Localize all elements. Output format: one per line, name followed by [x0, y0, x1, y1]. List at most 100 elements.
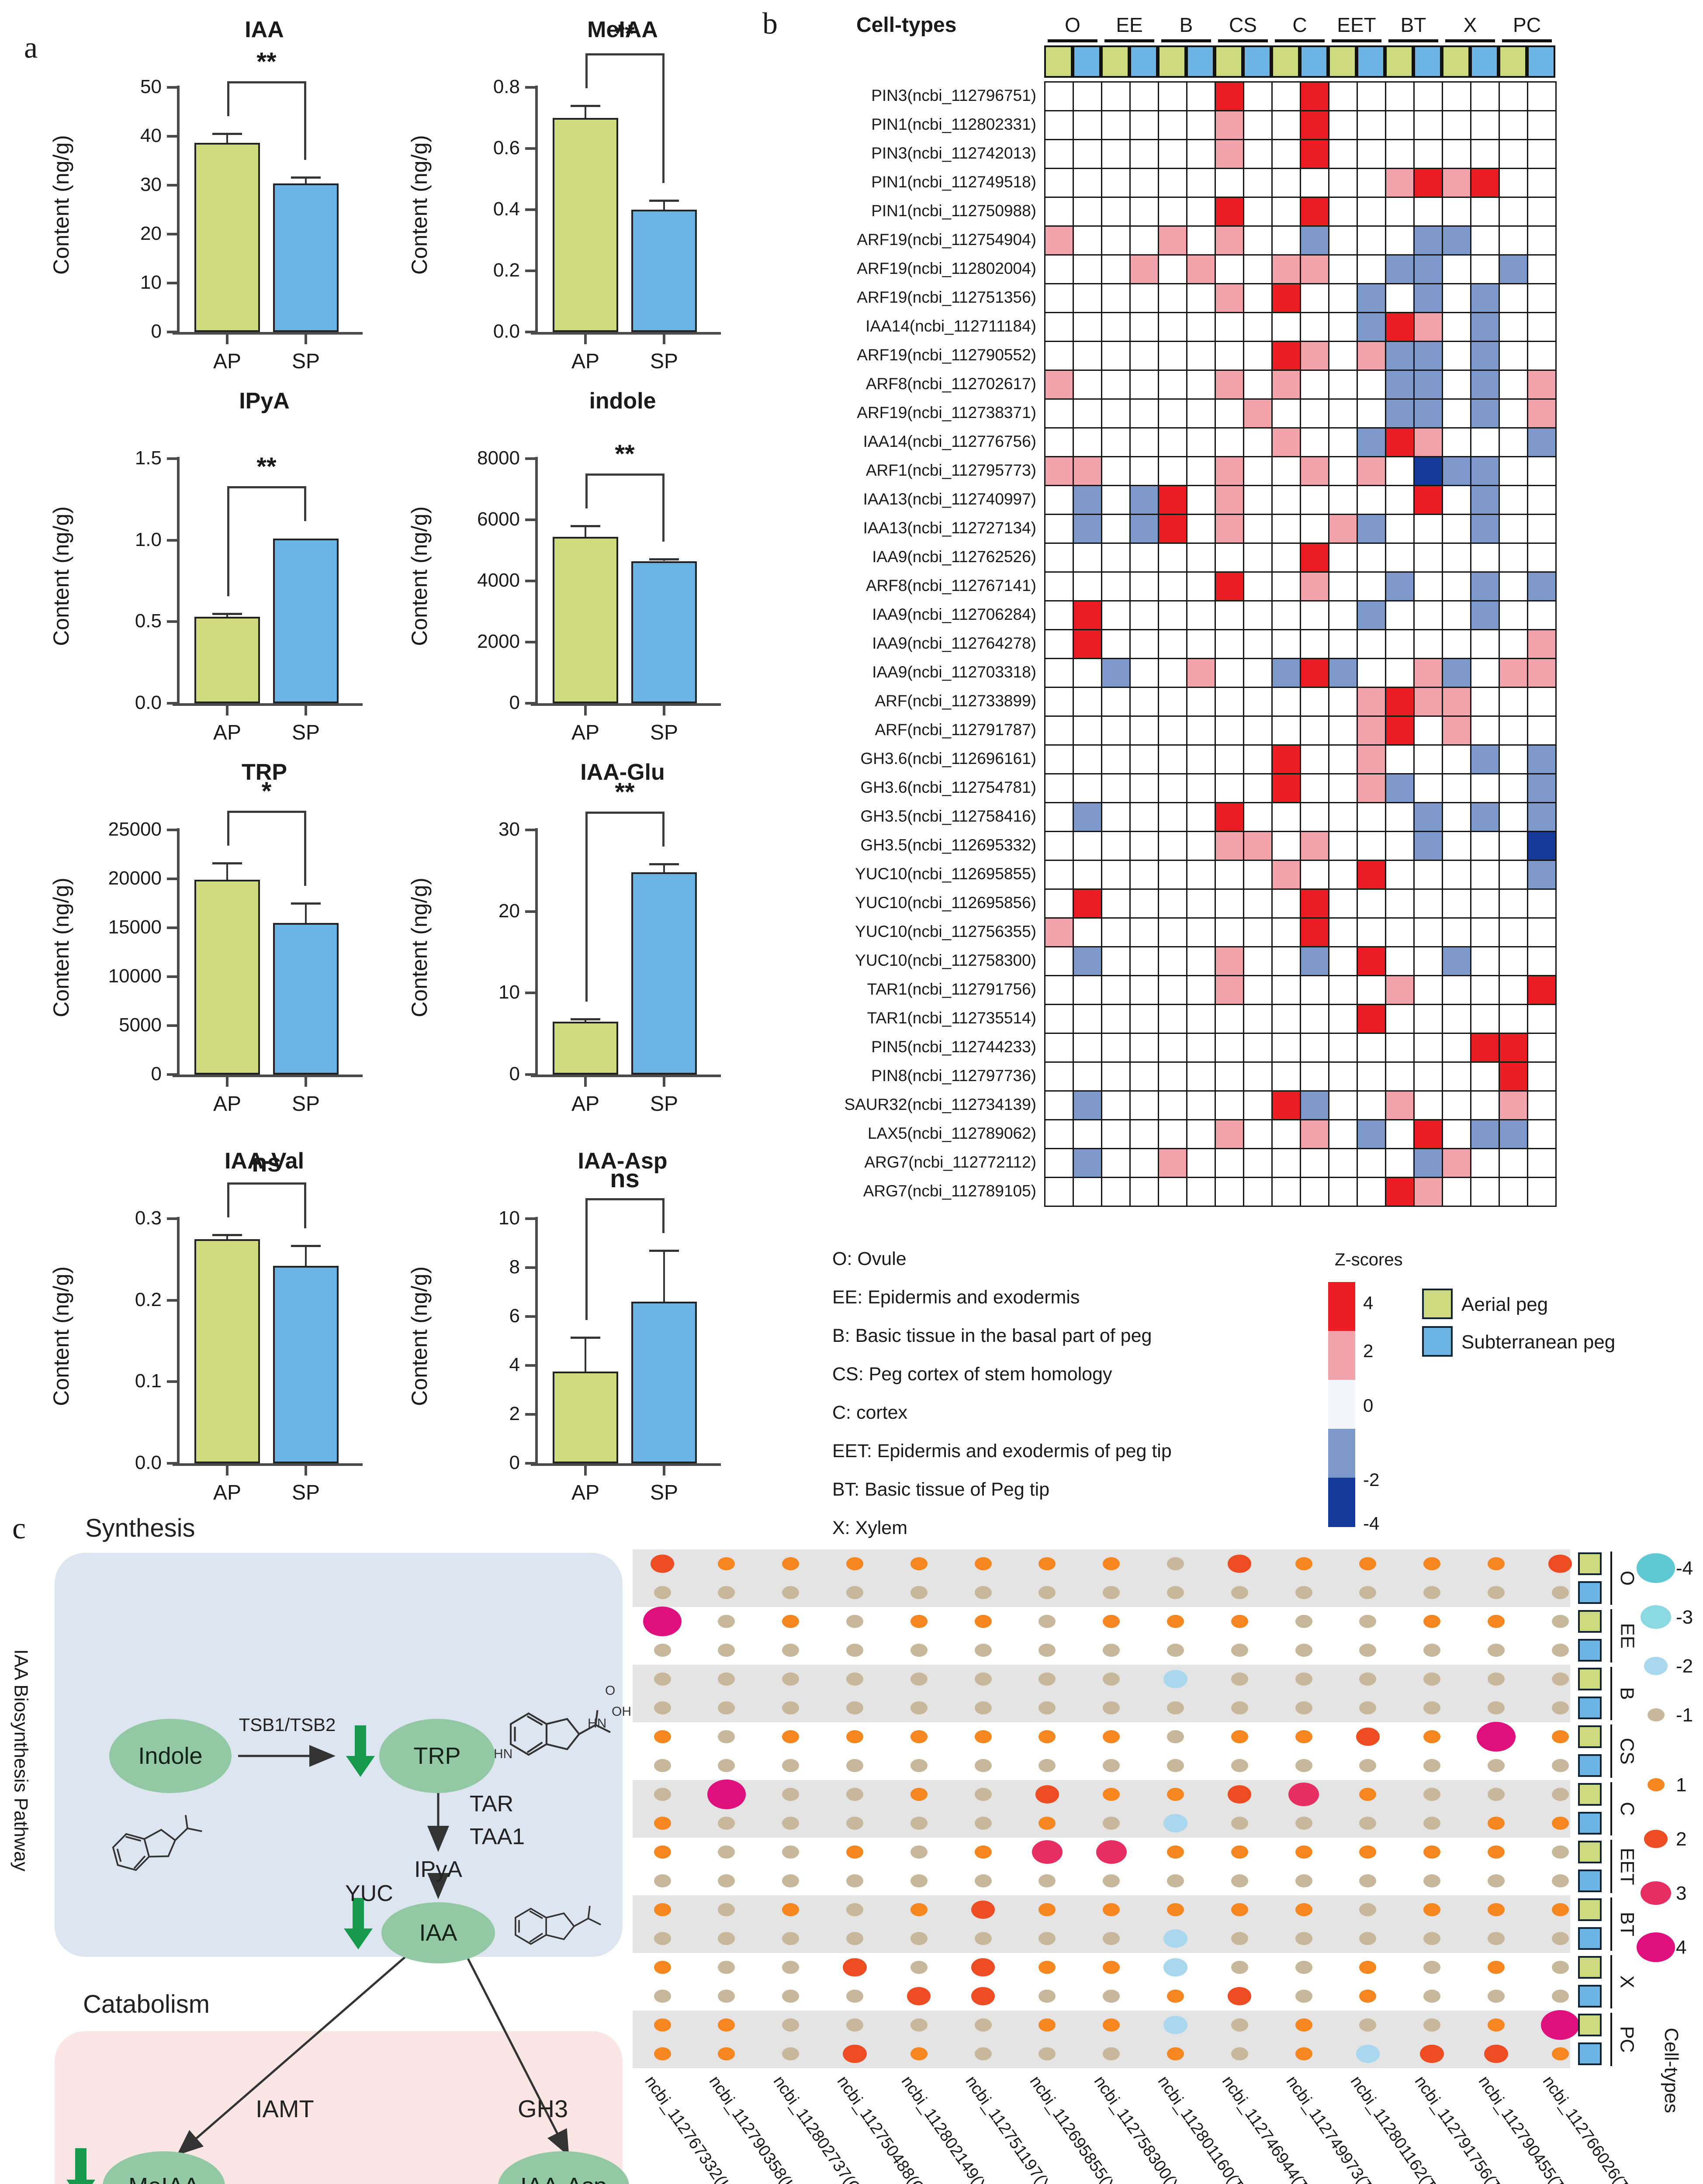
heatmap-cell: [1044, 571, 1074, 601]
heatmap-cell: [1186, 1061, 1216, 1092]
dotplot-dot: [1295, 1673, 1312, 1686]
error-bar-line: [305, 177, 307, 183]
gene-row-label: PIN5(ncbi_112744233): [871, 1038, 1036, 1056]
heatmap-cell: [1527, 658, 1557, 688]
gene-row-label: YUC10(ncbi_112756355): [855, 923, 1036, 940]
heatmap-cell: [1328, 658, 1358, 688]
dotplot-dot: [846, 1615, 863, 1628]
heatmap-cell: [1413, 543, 1443, 573]
error-bar-line: [226, 863, 228, 880]
dotplot-row-swatch-aerial: [1578, 1898, 1602, 1921]
dotplot-dot: [650, 1555, 675, 1573]
heatmap-cell: [1527, 946, 1557, 976]
heatmap-cell: [1101, 398, 1131, 429]
heatmap-cell: [1328, 946, 1358, 976]
zscore-tick-label: -2: [1363, 1469, 1380, 1490]
x-tick-mark: [584, 706, 587, 715]
heatmap-cell: [1186, 1004, 1216, 1034]
heatmap-cell: [1044, 456, 1074, 486]
celltype-group-bar: [1104, 39, 1154, 42]
dotplot-dot: [971, 1987, 995, 2005]
heatmap-cell: [1129, 427, 1159, 457]
heatmap-cell: [1215, 600, 1244, 630]
heatmap-cell: [1243, 456, 1273, 486]
heatmap-cell: [1470, 485, 1500, 515]
heatmap-cell: [1470, 629, 1500, 659]
heatmap-cell: [1158, 802, 1187, 832]
bar-AP: [553, 1372, 618, 1463]
heatmap-cell: [1413, 283, 1443, 313]
heatmap-cell: [1271, 571, 1301, 601]
dotplot-dot: [1551, 1903, 1569, 1916]
gene-row-label: PIN3(ncbi_112742013): [871, 144, 1036, 162]
dotplot-group-divider: [1610, 1609, 1612, 1662]
heatmap-cell: [1158, 975, 1187, 1005]
heatmap-cell: [1357, 341, 1386, 371]
heatmap-cell: [1158, 629, 1187, 659]
heatmap-cell: [1470, 514, 1500, 544]
heatmap-cell: [1527, 917, 1557, 947]
dotplot-dot: [1551, 1759, 1569, 1772]
dotplot-legend-dot: [1640, 1605, 1672, 1629]
heatmap-cell: [1101, 600, 1131, 630]
x-category-label: AP: [213, 1092, 242, 1116]
y-tick-mark: [167, 135, 177, 138]
x-tick-mark: [305, 1077, 307, 1087]
dotplot-dot: [718, 1557, 735, 1570]
heatmap-cell: [1215, 197, 1244, 227]
heatmap-cell: [1215, 1090, 1244, 1120]
dotplot-dot: [1423, 1673, 1441, 1686]
heatmap-cell: [1271, 917, 1301, 947]
dotplot-dot: [1288, 1783, 1319, 1806]
dotplot-dot: [1231, 1730, 1248, 1743]
dotplot-dot: [1038, 1673, 1056, 1686]
heatmap-cell: [1413, 1004, 1443, 1034]
heatmap-cell: [1044, 917, 1074, 947]
dotplot-row-swatch-aerial: [1578, 1552, 1602, 1575]
dotplot-dot: [1231, 2018, 1248, 2032]
x-axis-line: [173, 703, 363, 706]
heatmap-cell: [1073, 514, 1102, 544]
dotplot-dot: [1231, 2047, 1248, 2060]
bar-chart-TRP: TRP Content (ng/g) 0 5000 10000 15000 20000 250…: [4, 756, 363, 1127]
heatmap-cell: [1073, 744, 1102, 774]
heatmap-cell: [1300, 715, 1329, 746]
heatmap-cell: [1442, 197, 1471, 227]
dotplot-dot: [910, 1701, 928, 1714]
dotplot-dot: [1103, 2047, 1120, 2060]
heatmap-cell: [1271, 888, 1301, 919]
heatmap-cell: [1129, 110, 1159, 140]
heatmap-cell: [1073, 1177, 1102, 1207]
dotplot-dot: [782, 1990, 800, 2003]
sig-bracket-top: [227, 486, 306, 488]
svg-text:OH: OH: [612, 1704, 631, 1719]
heatmap-cell: [1101, 917, 1131, 947]
dotplot-dot: [1103, 2018, 1120, 2032]
heatmap-cell: [1129, 514, 1159, 544]
heatmap-cell: [1328, 860, 1358, 890]
heatmap-cell: [1044, 658, 1074, 688]
heatmap-cell: [1413, 888, 1443, 919]
heatmap-cell: [1357, 860, 1386, 890]
y-tick-mark: [525, 1413, 536, 1416]
y-tick-mark: [167, 86, 177, 89]
heatmap-cell: [1158, 427, 1187, 457]
dotplot-celltypes-label: Cell-types: [1661, 2028, 1682, 2113]
y-tick-mark: [525, 1315, 536, 1318]
heatmap-cell: [1470, 427, 1500, 457]
dotplot-dot: [1231, 1961, 1248, 1974]
heatmap-cell: [1186, 283, 1216, 313]
heatmap-cell: [1328, 283, 1358, 313]
dotplot-dot: [1103, 1730, 1120, 1743]
dotplot-dot: [782, 1845, 800, 1859]
heatmap-cell: [1385, 917, 1415, 947]
dotplot-row-swatch-subterranean: [1578, 1812, 1602, 1835]
heatmap-cell: [1499, 312, 1528, 342]
x-axis-line: [531, 332, 721, 335]
dotplot-dot: [974, 1932, 992, 1945]
heatmap-cell: [1044, 975, 1074, 1005]
node-trp: TRP: [379, 1719, 495, 1793]
dotplot-dot: [1423, 1644, 1441, 1657]
heatmap-cell: [1328, 600, 1358, 630]
heatmap-cell: [1215, 398, 1244, 429]
